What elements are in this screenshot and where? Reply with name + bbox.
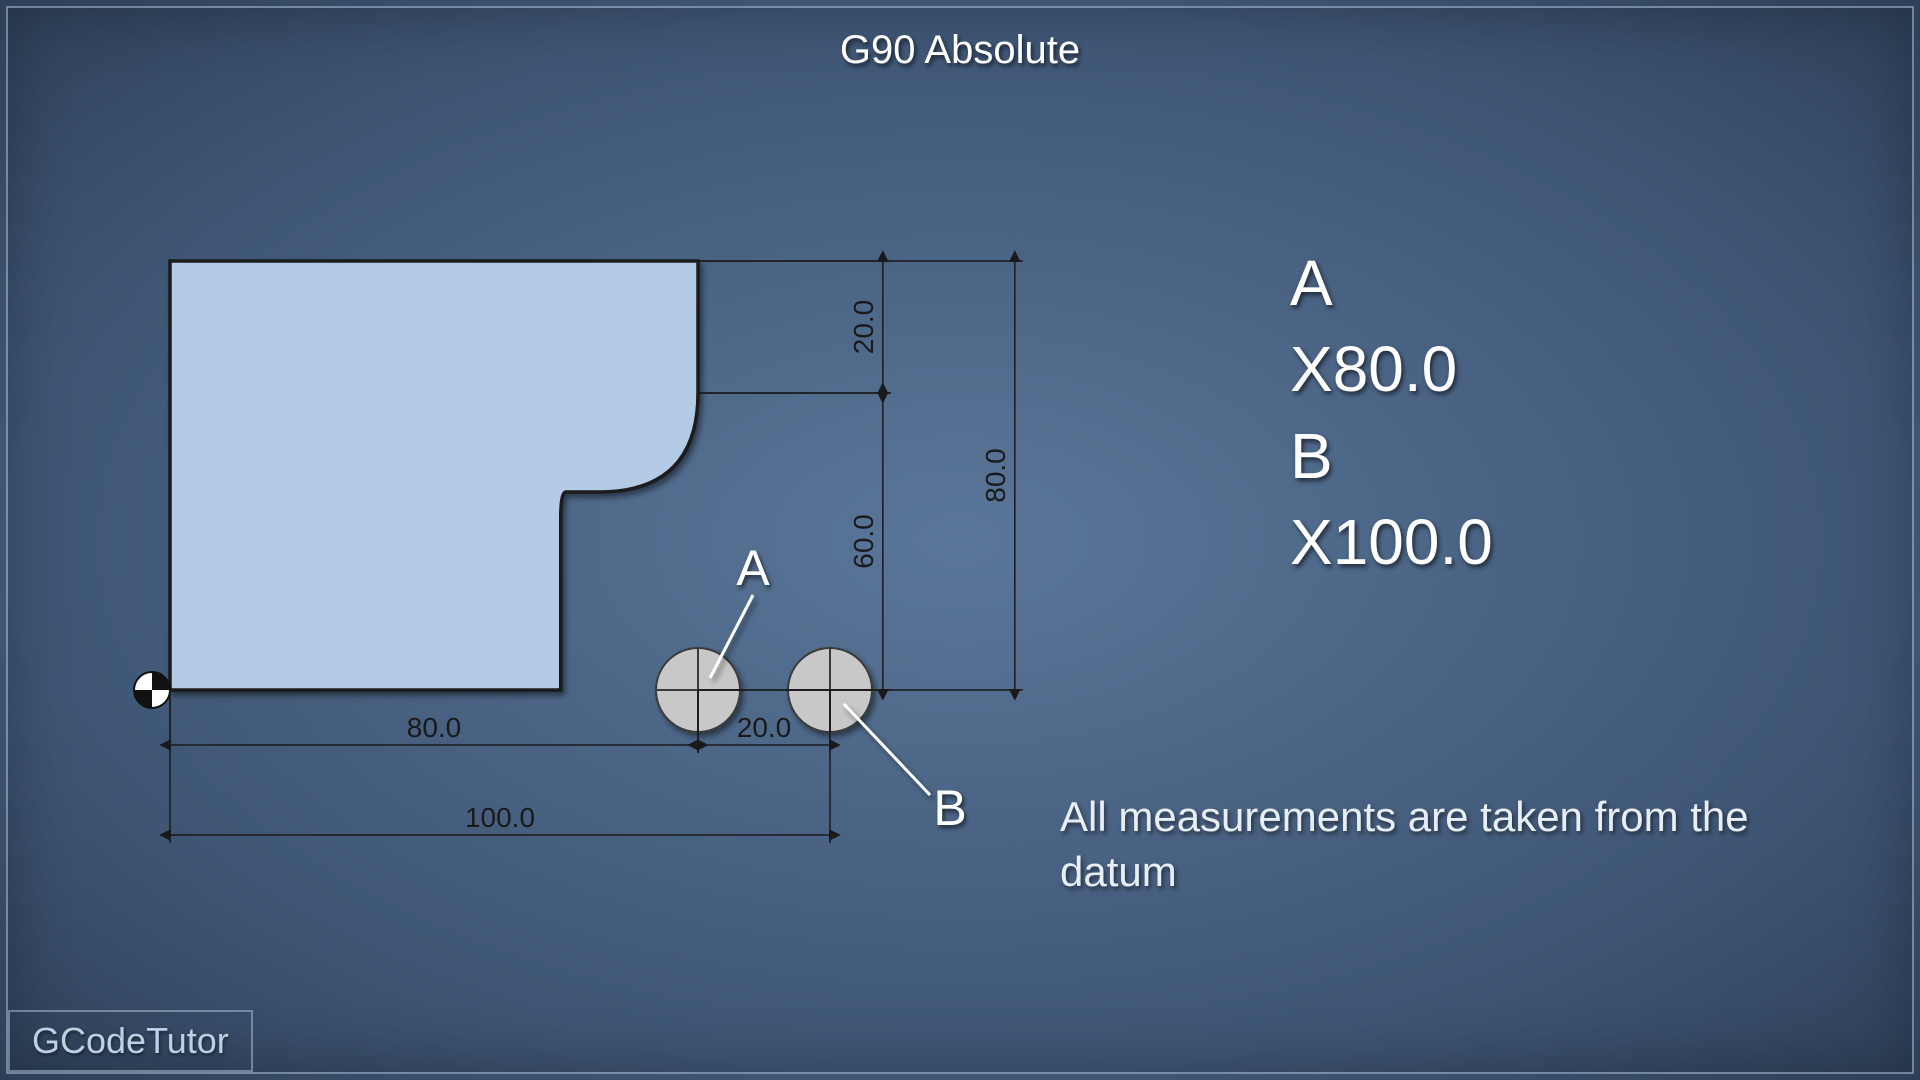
dim-label: 60.0 bbox=[848, 514, 879, 569]
coordinate-readout: A X80.0 B X100.0 bbox=[1290, 240, 1493, 586]
part-shape bbox=[170, 261, 698, 690]
leader-b bbox=[844, 704, 930, 795]
dim-label: 20.0 bbox=[737, 712, 792, 743]
datum-icon bbox=[134, 672, 170, 708]
brand-label: GCodeTutor bbox=[32, 1020, 229, 1061]
label-a: A bbox=[1290, 240, 1493, 326]
dim-label: 100.0 bbox=[465, 802, 535, 833]
value-a: X80.0 bbox=[1290, 326, 1493, 412]
technical-drawing: A B 80.0 20.0 100.0 60.0 20.0 80.0 bbox=[130, 250, 1090, 930]
dim-label: 80.0 bbox=[980, 448, 1011, 503]
point-label-a: A bbox=[736, 540, 770, 596]
value-b: X100.0 bbox=[1290, 499, 1493, 585]
dim-label: 20.0 bbox=[848, 300, 879, 355]
caption-text: All measurements are taken from the datu… bbox=[1060, 790, 1820, 899]
point-label-b: B bbox=[933, 780, 966, 836]
dim-label: 80.0 bbox=[407, 712, 462, 743]
label-b: B bbox=[1290, 413, 1493, 499]
brand-box: GCodeTutor bbox=[8, 1010, 253, 1072]
page-title: G90 Absolute bbox=[0, 28, 1920, 73]
